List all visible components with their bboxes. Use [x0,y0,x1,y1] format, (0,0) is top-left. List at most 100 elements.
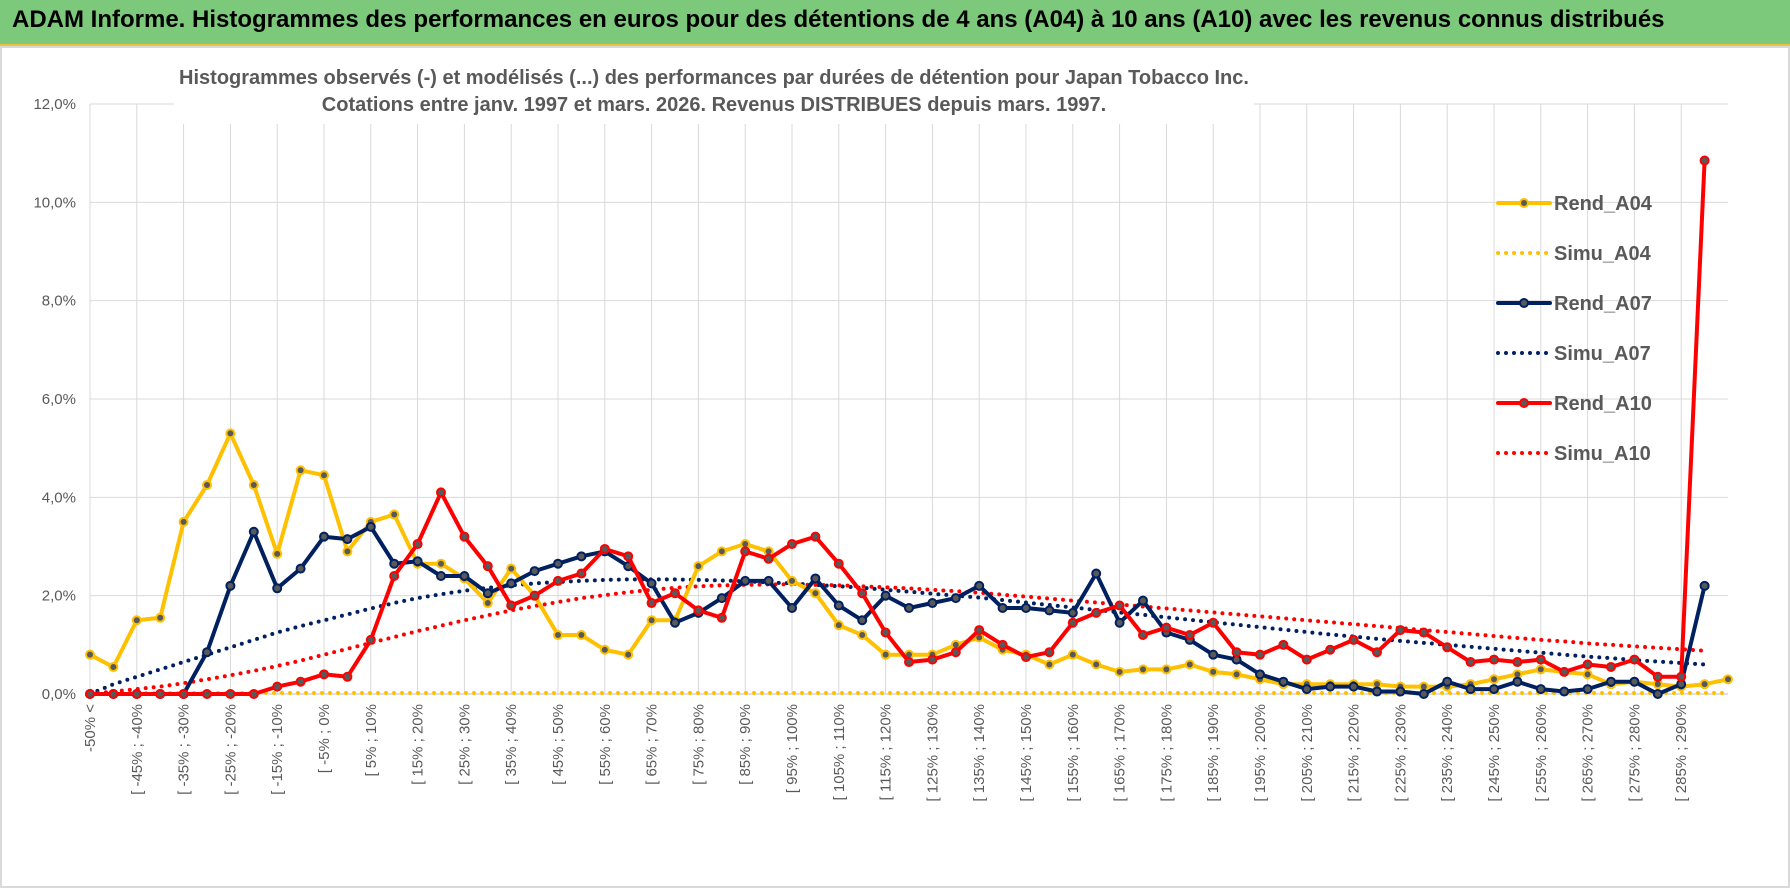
data-point-rend-a07 [365,521,376,532]
data-point-rend-a07 [1512,676,1523,687]
x-tick-label: [ 135% ; 140% [971,704,988,802]
data-point-rend-a04 [1723,674,1733,685]
x-tick-label: [ 235% ; 240% [1439,704,1456,802]
legend-label-rend-a04: Rend_A04 [1554,193,1653,215]
data-point-rend-a04 [155,612,166,623]
legend-label-simu-a10: Simu_A10 [1554,443,1651,465]
data-point-rend-a04 [810,588,821,599]
data-point-rend-a10 [459,531,470,542]
data-point-rend-a10 [787,539,797,550]
data-point-rend-a07 [1489,684,1499,695]
x-tick-label: [ 115% ; 120% [878,704,895,800]
x-tick-label: [ 145% ; 150% [1018,704,1035,802]
data-point-rend-a04 [599,644,610,655]
data-point-rend-a10 [950,647,961,658]
data-point-rend-a07 [716,593,727,604]
data-point-rend-a10 [155,689,166,699]
data-point-rend-a07 [319,531,329,542]
y-axis-ticks: 0,0% 2,0% 4,0% 6,0% 8,0% 10,0% 12,0% [33,96,76,703]
chart-title-background [174,60,1254,124]
data-point-rend-a04 [1044,659,1055,670]
data-point-rend-a04 [506,563,517,574]
data-point-rend-a10 [85,689,95,699]
data-point-rend-a10 [1184,630,1195,640]
data-point-rend-a07 [1535,684,1546,695]
x-tick-label: [ 125% ; 130% [924,704,941,802]
data-point-rend-a07 [997,602,1008,613]
data-point-rend-a07 [1348,681,1359,692]
data-point-rend-a07 [553,558,563,569]
legend-label-rend-a07: Rend_A07 [1554,293,1652,315]
x-tick-label: [ 195% ; 200% [1252,704,1269,802]
data-point-rend-a07 [1114,617,1125,628]
data-point-rend-a04 [108,661,119,672]
data-point-rend-a04 [716,546,727,557]
data-point-rend-a04 [248,480,259,491]
data-point-rend-a10 [1091,607,1102,618]
data-point-rend-a10 [342,671,353,682]
y-tick-label: 4,0% [42,489,76,506]
data-point-rend-a04 [1114,666,1125,677]
data-point-rend-a07 [1629,676,1640,687]
data-point-rend-a10 [1442,642,1453,653]
x-tick-label: [ 25% ; 30% [456,704,473,785]
data-point-rend-a10 [1559,666,1570,677]
data-point-rend-a10 [974,625,985,636]
data-point-rend-a10 [295,676,306,687]
x-tick-label: [ 265% ; 270% [1580,704,1597,802]
data-point-rend-a07 [1418,689,1429,699]
x-tick-label: [ 255% ; 260% [1533,704,1550,802]
x-tick-label: [ 5% ; 10% [363,704,380,777]
x-axis-ticks: -50% < [ -45% ; -40% [ -35% ; -30% [ -25% ;… [82,704,1690,802]
x-tick-label: [ 155% ; 160% [1065,704,1082,802]
data-point-rend-a07 [950,593,961,604]
data-point-rend-a04 [1535,664,1546,675]
data-point-rend-a04 [693,561,704,572]
data-point-rend-a10 [1418,627,1429,638]
data-point-rend-a10 [1348,634,1359,645]
data-point-rend-a10 [1629,654,1640,665]
data-point-rend-a07 [1652,689,1663,699]
data-point-rend-a10 [833,558,844,569]
data-point-rend-a04 [1489,674,1499,685]
x-tick-label: [ 55% ; 60% [597,704,614,785]
title-banner: ADAM Informe. Histogrammes des performan… [0,0,1790,46]
data-point-rend-a10 [1067,617,1078,628]
data-point-rend-a07 [787,602,797,613]
data-point-rend-a10 [1676,671,1687,682]
data-point-rend-a07 [342,534,353,545]
data-point-rend-a10 [1325,644,1336,655]
data-point-rend-a07 [1559,686,1570,697]
y-tick-label: 8,0% [42,293,76,310]
data-point-rend-a07 [763,575,774,586]
data-point-rend-a10 [1489,654,1499,665]
data-point-rend-a04 [553,630,563,640]
legend-label-simu-a04: Simu_A04 [1554,243,1652,265]
chart-title: Histogrammes observés (-) et modélisés (… [179,67,1249,89]
data-point-rend-a07 [1442,676,1453,687]
data-point-rend-a04 [319,470,329,481]
data-point-rend-a10 [365,634,376,645]
data-point-rend-a07 [670,617,680,628]
data-point-rend-a10 [506,600,517,611]
data-point-rend-a07 [1091,568,1102,579]
x-tick-label: [ -25% ; -20% [222,704,239,795]
data-point-rend-a10 [1372,647,1382,658]
x-tick-label: -50% < [82,704,99,752]
data-point-rend-a07 [904,602,914,613]
x-tick-label: [ 65% ; 70% [644,704,661,785]
data-point-rend-a07 [482,588,493,599]
data-point-rend-a07 [646,578,657,589]
data-point-rend-a04 [272,548,283,559]
data-point-rend-a10 [1301,654,1312,665]
x-tick-label: [ 165% ; 170% [1112,704,1129,802]
data-point-rend-a10 [482,561,493,572]
data-point-rend-a10 [1231,647,1242,658]
chart-frame: 0,0% 2,0% 4,0% 6,0% 8,0% 10,0% 12,0% -50% < [ -… [0,46,1790,888]
x-tick-label: [ 285% ; 290% [1673,704,1690,802]
data-point-rend-a10 [693,605,704,616]
data-point-rend-a07 [459,571,470,581]
data-point-rend-a04 [787,575,797,586]
data-point-rend-a04 [389,509,400,520]
data-point-rend-a07 [1067,607,1078,618]
